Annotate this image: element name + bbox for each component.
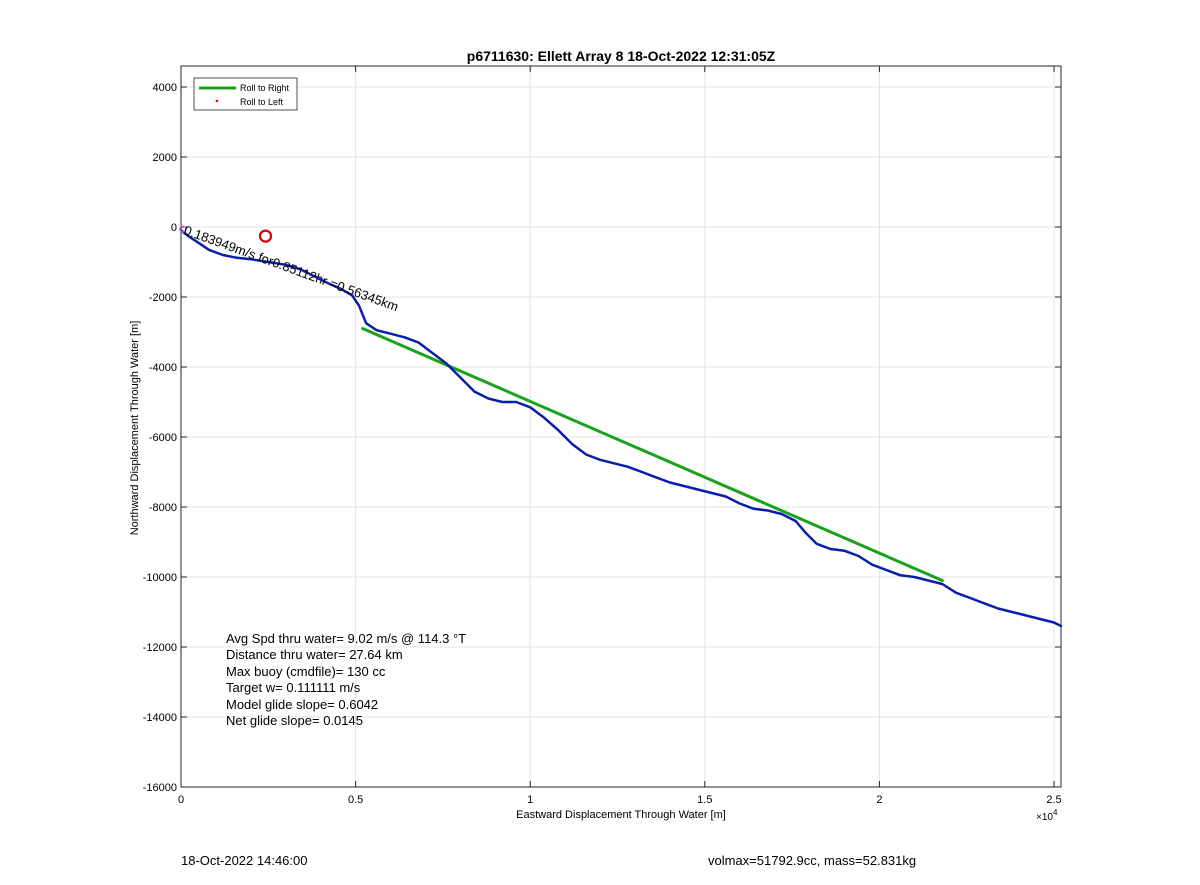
stat-target-w: Target w= 0.111111 m/s: [226, 680, 361, 696]
x-tick-label: 0: [178, 794, 184, 806]
x-tick-label: 2: [876, 794, 882, 806]
y-tick-label: -16000: [143, 782, 177, 794]
legend-swatch-roll-left: [215, 99, 219, 103]
footer-date: 18-Oct-2022 14:46:00: [181, 853, 308, 868]
footer-mass: volmax=51792.9cc, mass=52.831kg: [708, 853, 917, 868]
stats-panel: Avg Spd thru water= 9.02 m/s @ 114.3 °T …: [226, 631, 466, 729]
x-axis-exponent-base: ×10: [1036, 812, 1053, 823]
annotation-layer: 0.183949m/s for0.85112hr =0.56345km: [182, 223, 400, 315]
y-tick-label: -4000: [149, 362, 177, 374]
x-tick-label: 2.5: [1046, 794, 1061, 806]
stat-distance: Distance thru water= 27.64 km: [226, 647, 403, 663]
y-tick-label: -8000: [149, 502, 177, 514]
chart-title: p6711630: Ellett Array 8 18-Oct-2022 12:…: [467, 48, 776, 64]
x-tick-label: 1: [527, 794, 533, 806]
x-tick-label: 0.5: [348, 794, 363, 806]
y-tick-label: -10000: [143, 572, 177, 584]
series-roll-right-line: [361, 327, 944, 582]
x-axis-exponent-power: 4: [1053, 808, 1058, 817]
stat-max-buoy: Max buoy (cmdfile)= 130 cc: [226, 663, 386, 679]
legend-box: [193, 77, 298, 111]
x-axis-exponent: ×104: [1036, 808, 1058, 823]
segment-annotation: 0.183949m/s for0.85112hr =0.56345km: [182, 223, 400, 315]
axis-ticks: 0 0.5 1 1.5 2 2.5 4000 2000 0 -2000 -4000 -6000 -800…: [143, 66, 1062, 806]
series-layer: [179, 229, 1063, 628]
series-trajectory-line: [179, 229, 1063, 628]
x-tick-label: 1.5: [697, 794, 712, 806]
y-tick-label: 2000: [153, 152, 177, 164]
y-tick-label: 0: [171, 222, 177, 234]
stat-model-glide: Model glide slope= 0.6042: [226, 696, 379, 712]
legend-label-roll-right: Roll to Right: [240, 83, 290, 93]
y-tick-label: -2000: [149, 292, 177, 304]
y-tick-label: -14000: [143, 712, 177, 724]
x-axis-label: Eastward Displacement Through Water [m]: [516, 809, 726, 821]
y-tick-label: -6000: [149, 432, 177, 444]
y-axis-label: Northward Displacement Through Water [m]: [129, 321, 141, 536]
stat-avg-speed: Avg Spd thru water= 9.02 m/s @ 114.3 °T: [226, 631, 467, 646]
y-tick-label: 4000: [153, 82, 177, 94]
marker-layer: [179, 225, 273, 243]
start-marker: [258, 229, 273, 243]
axes-box: [180, 65, 1062, 788]
legend-label-roll-left: Roll to Left: [240, 97, 284, 107]
origin-marker: [179, 225, 187, 233]
stat-net-glide: Net glide slope= 0.0145: [226, 713, 363, 729]
y-tick-label: -12000: [143, 642, 177, 654]
legend: Roll to Right Roll to Left: [193, 77, 298, 111]
